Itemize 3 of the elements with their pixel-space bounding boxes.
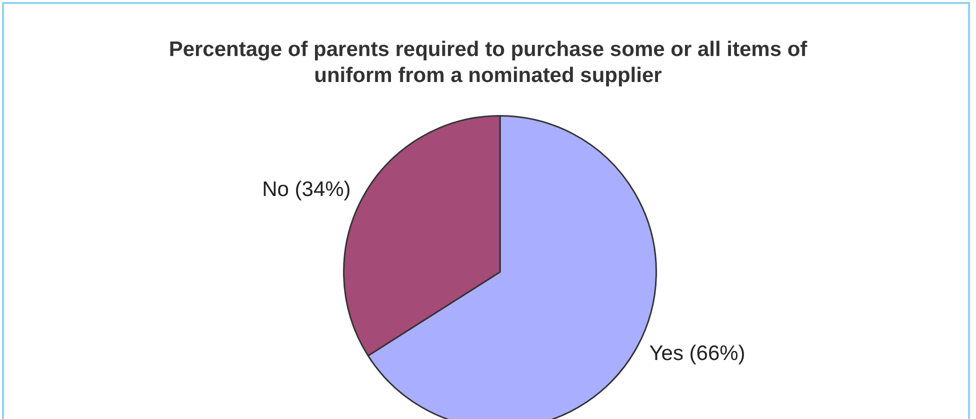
slice-label: No (34%)	[262, 178, 351, 201]
chart-title: Percentage of parents required to purchase some or all items of uniform from a nominated supplier	[168, 37, 808, 89]
slice-label: Yes (66%)	[649, 342, 746, 365]
